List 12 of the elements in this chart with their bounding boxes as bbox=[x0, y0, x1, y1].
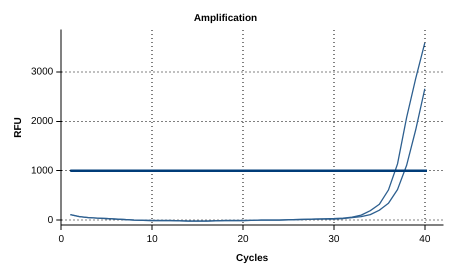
x-tick-label: 20 bbox=[237, 234, 250, 245]
x-tick-label: 10 bbox=[146, 234, 158, 245]
x-tick-label: 40 bbox=[419, 234, 431, 245]
y-tick-label: 1000 bbox=[30, 165, 54, 176]
y-tick-label: 3000 bbox=[30, 66, 54, 78]
x-axis-title: Cycles bbox=[236, 252, 269, 264]
x-tick-label: 0 bbox=[58, 234, 64, 245]
chart-title: Amplification bbox=[194, 12, 258, 24]
x-tick-label: 30 bbox=[328, 234, 340, 245]
y-axis-title: RFU bbox=[12, 117, 24, 138]
y-tick-label: 0 bbox=[48, 214, 54, 226]
y-tick-label: 2000 bbox=[30, 116, 54, 128]
